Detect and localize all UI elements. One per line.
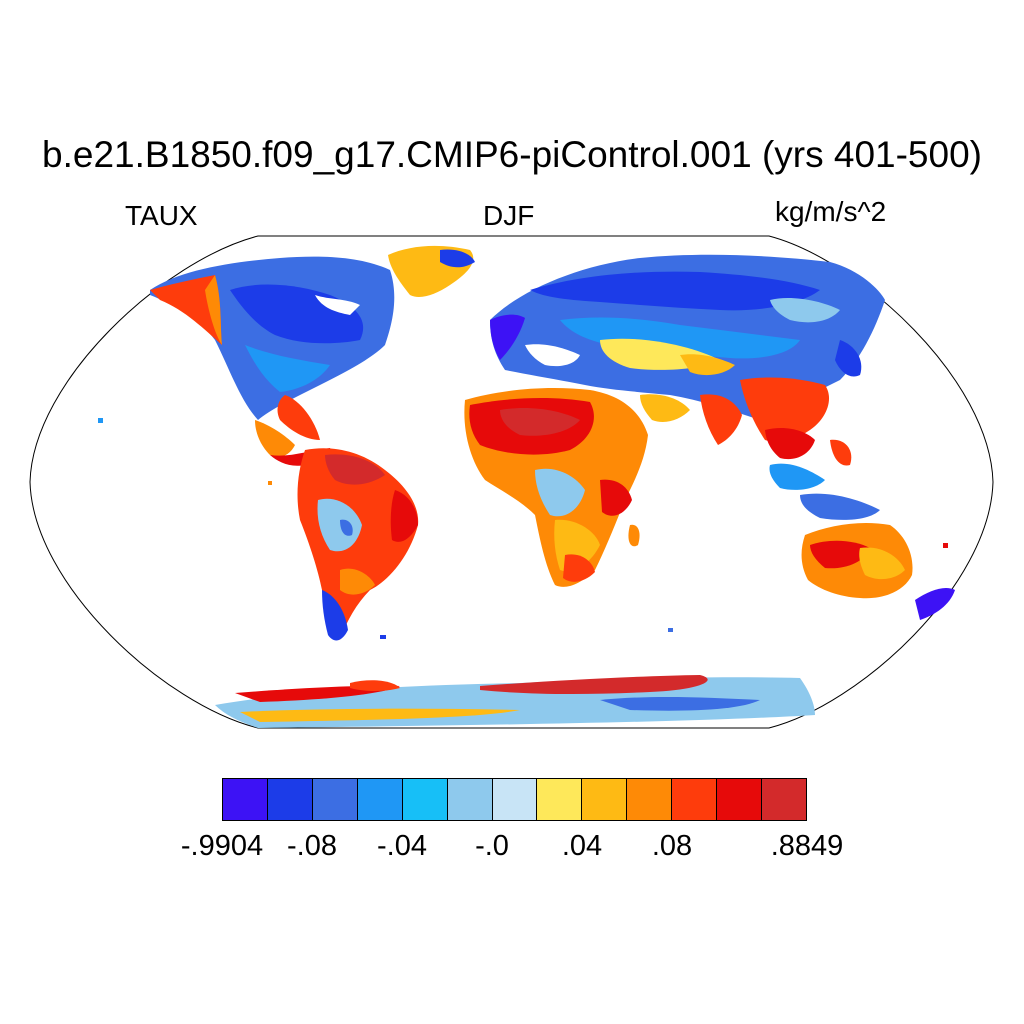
colorbar-bin [537, 779, 583, 820]
colorbar-bin [312, 779, 358, 820]
colorbar-bin [402, 779, 448, 820]
islands [98, 418, 948, 639]
variable-label: TAUX [125, 200, 198, 231]
colorbar-bin [672, 779, 718, 820]
colorbar-tick-label: .8849 [770, 830, 844, 862]
maritime-asia [769, 439, 880, 520]
colorbar-bin [223, 779, 268, 820]
colorbar-tick-label: -.04 [377, 830, 427, 862]
antarctica [215, 675, 815, 728]
colorbar-bin [267, 779, 313, 820]
colorbar-bin [762, 779, 806, 820]
colorbar-tick-label: .04 [561, 830, 603, 862]
colorbar-tick-label: -.9904 [180, 830, 264, 862]
africa [464, 388, 648, 587]
eurasia [490, 254, 885, 460]
colorbar-bin [582, 779, 628, 820]
season-label: DJF [483, 200, 535, 231]
colorbar-bin [717, 779, 763, 820]
colorbar-tick-label: .08 [651, 830, 693, 862]
colorbar-bin [492, 779, 538, 820]
colorbar [222, 778, 807, 821]
colorbar-bin [627, 779, 673, 820]
colorbar-bin [357, 779, 403, 820]
australia [801, 523, 955, 620]
colorbar-tick-label: -.08 [287, 830, 337, 862]
main-title: b.e21.B1850.f09_g17.CMIP6-piControl.001 … [42, 134, 982, 175]
units-label: kg/m/s^2 [775, 196, 887, 227]
south-america [297, 448, 419, 641]
colorbar-tick-label: -.0 [475, 830, 509, 862]
north-america [150, 245, 475, 466]
colorbar-bin [447, 779, 493, 820]
